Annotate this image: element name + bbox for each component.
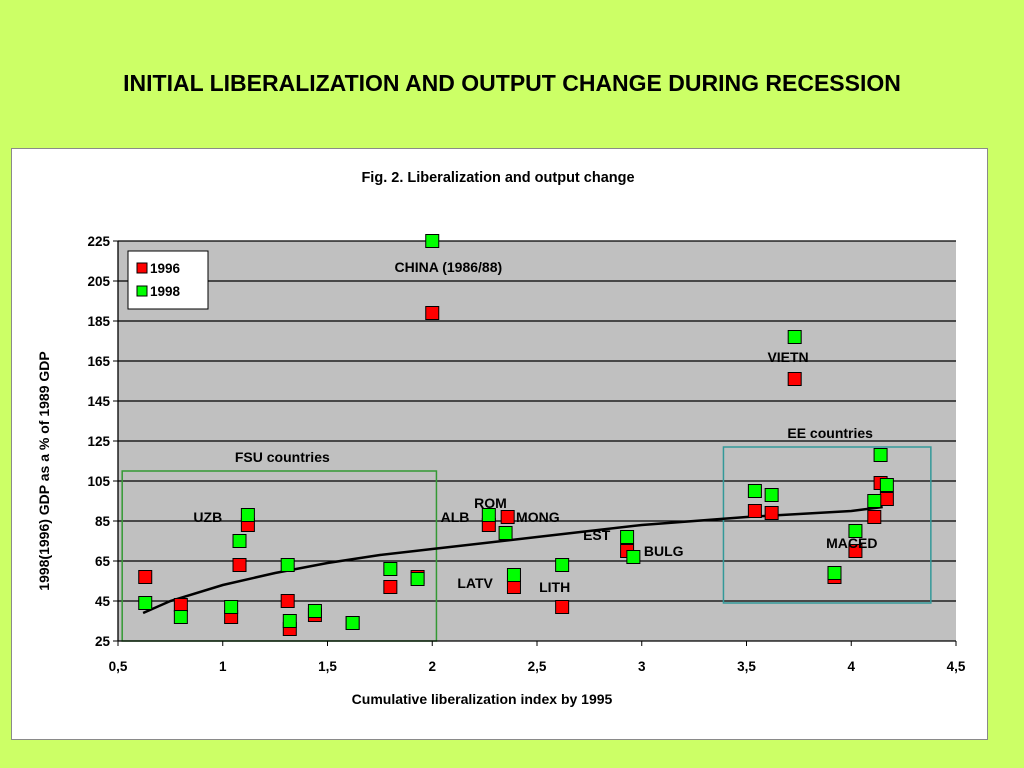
point-1998 <box>307 604 322 618</box>
group-box <box>722 446 932 604</box>
point-1998 <box>848 524 863 538</box>
grid-lines <box>118 240 956 602</box>
point-annotation: LITH <box>539 579 570 595</box>
x-axis-label: Cumulative liberalization index by 1995 <box>352 691 613 707</box>
x-tick-label: 1 <box>219 659 227 674</box>
x-tick-label: 1,5 <box>318 659 337 674</box>
point-1996 <box>555 600 570 614</box>
group-boxes: FSU countries EE countries <box>121 425 932 642</box>
x-tick-label: 4,5 <box>947 659 966 674</box>
y-tick-label: 205 <box>87 274 110 289</box>
x-tick-label: 0,5 <box>109 659 128 674</box>
point-1996 <box>867 510 882 524</box>
point-1998 <box>747 484 762 498</box>
group-label: EE countries <box>787 425 873 441</box>
point-1998 <box>873 448 888 462</box>
chart-title: Fig. 2. Liberalization and output change <box>361 170 634 186</box>
point-1998 <box>827 566 842 580</box>
legend: 1996 1998 <box>127 250 209 310</box>
point-1998 <box>498 526 513 540</box>
chart-frame: Fig. 2. Liberalization and output change… <box>11 148 988 740</box>
slide-title: INITIAL LIBERALIZATION AND OUTPUT CHANGE… <box>123 70 901 96</box>
y-tick-label: 185 <box>87 314 110 329</box>
legend-label: 1998 <box>150 284 181 299</box>
point-annotation: ROM <box>474 495 507 511</box>
legend-box <box>127 250 209 310</box>
y-tick-label: 45 <box>95 594 111 609</box>
y-tick-label: 165 <box>87 354 110 369</box>
point-annotation: BULG <box>644 543 684 559</box>
point-annotation: CHINA (1986/88) <box>395 259 503 275</box>
legend-swatch <box>136 262 148 274</box>
point-annotation: VIETN <box>767 349 808 365</box>
x-tick-label: 2 <box>428 659 436 674</box>
point-1998 <box>138 596 153 610</box>
point-1998 <box>506 568 521 582</box>
point-1998 <box>764 488 779 502</box>
y-tick-label: 225 <box>87 234 110 249</box>
x-tick-label: 3 <box>638 659 646 674</box>
point-annotation: EST <box>583 527 611 543</box>
y-tick-label: 105 <box>87 474 110 489</box>
group-label: FSU countries <box>235 449 330 465</box>
point-1998 <box>867 494 882 508</box>
point-1996 <box>173 598 188 612</box>
point-1998 <box>620 530 635 544</box>
x-tick-label: 4 <box>847 659 855 674</box>
point-annotation: LATV <box>457 575 493 591</box>
point-1998 <box>879 478 894 492</box>
point-1996 <box>425 306 440 320</box>
point-1998 <box>555 558 570 572</box>
point-1996 <box>747 504 762 518</box>
point-1996 <box>506 580 521 594</box>
legend-label: 1996 <box>150 261 181 276</box>
point-annotation: MACED <box>826 535 877 551</box>
point-1998 <box>232 534 247 548</box>
point-1996 <box>764 506 779 520</box>
y-tick-label: 65 <box>95 554 111 569</box>
legend-swatch <box>136 285 148 297</box>
point-1998 <box>481 508 496 522</box>
point-1996 <box>500 510 515 524</box>
y-tick-label: 125 <box>87 434 110 449</box>
point-1998 <box>280 558 295 572</box>
point-1996 <box>787 372 802 386</box>
point-1998 <box>282 614 297 628</box>
point-1998 <box>425 234 440 248</box>
x-tick-label: 2,5 <box>528 659 547 674</box>
point-1998 <box>173 610 188 624</box>
y-axis-label: 1998(1996) GDP as a % of 1989 GDP <box>36 351 52 590</box>
point-annotation: UZB <box>193 509 222 525</box>
point-1998 <box>383 562 398 576</box>
point-1996 <box>848 544 863 558</box>
axes: 25 45 65 85 105 125 145 165 185 205 225 0,5 1 1,5 2 2,5… <box>87 234 965 674</box>
y-tick-label: 145 <box>87 394 110 409</box>
point-1998 <box>410 572 425 586</box>
point-1996 <box>138 570 153 584</box>
scatter-chart: Fig. 2. Liberalization and output change… <box>36 170 966 707</box>
point-1996 <box>879 492 894 506</box>
trendline <box>142 505 883 615</box>
point-annotation: MONG <box>516 509 560 525</box>
y-tick-label: 85 <box>95 514 111 529</box>
point-1998 <box>240 508 255 522</box>
point-1998 <box>787 330 802 344</box>
point-1998 <box>224 600 239 614</box>
x-tick-label: 3,5 <box>737 659 756 674</box>
point-1996 <box>280 594 295 608</box>
point-1996 <box>232 558 247 572</box>
data-points <box>138 234 894 636</box>
point-1998 <box>626 550 641 564</box>
point-1998 <box>345 616 360 630</box>
point-1996 <box>383 580 398 594</box>
y-tick-label: 25 <box>95 634 111 649</box>
point-annotation: ALB <box>441 509 470 525</box>
